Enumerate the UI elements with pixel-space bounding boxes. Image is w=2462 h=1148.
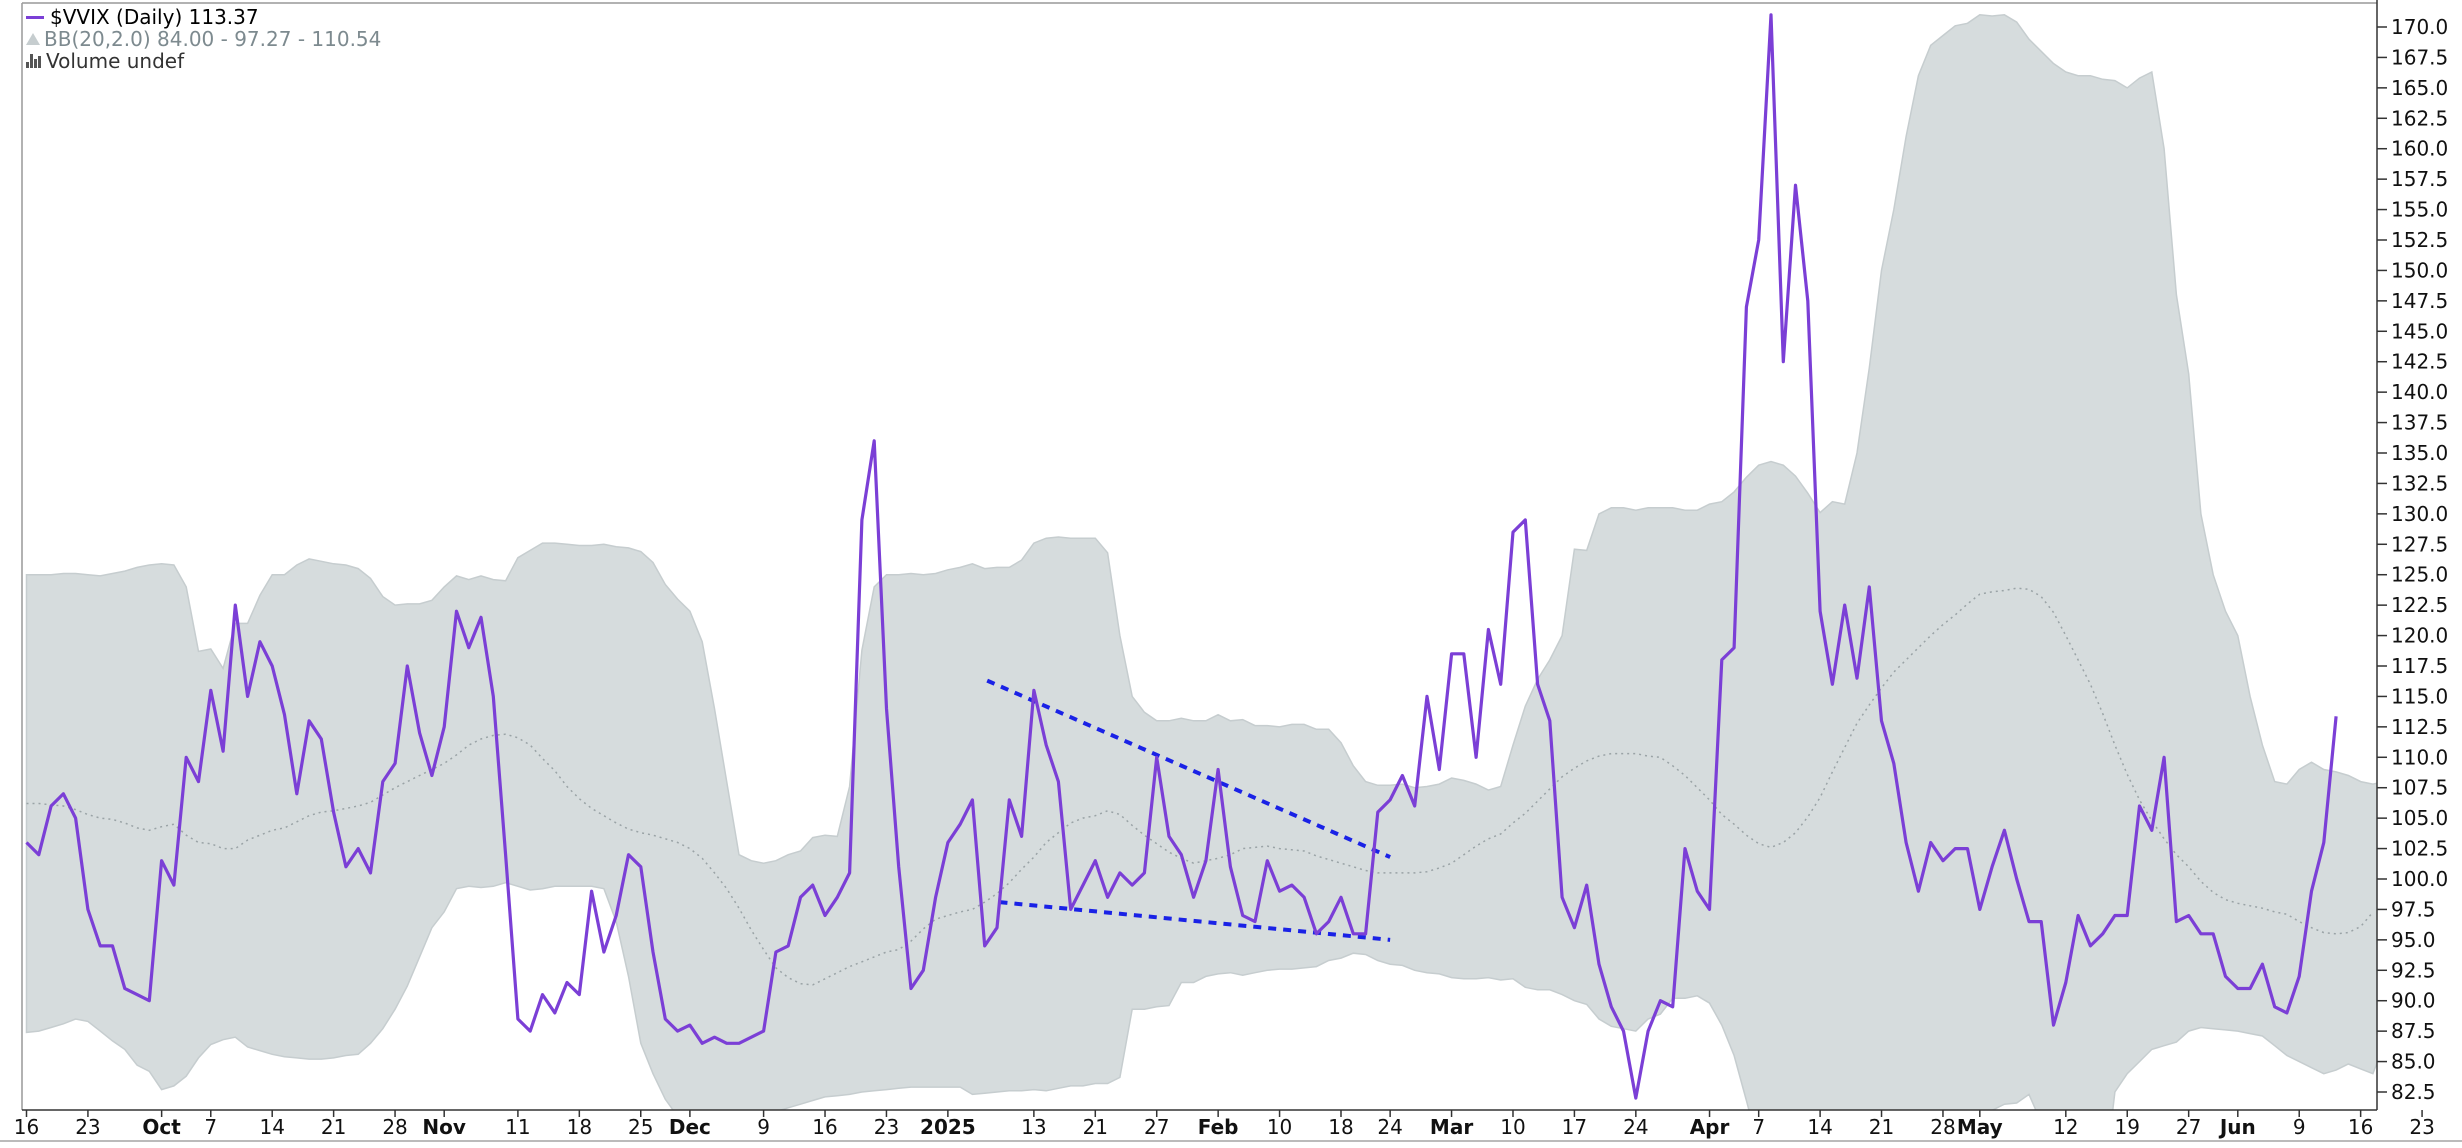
x-tick-label: 2025	[920, 1115, 976, 1139]
x-tick-label: Mar	[1430, 1115, 1473, 1139]
y-tick-label: 87.5	[2391, 1019, 2436, 1043]
y-tick-label: 112.5	[2391, 715, 2448, 739]
y-tick-label: 152.5	[2391, 228, 2448, 252]
x-tick-label: 23	[75, 1115, 100, 1139]
x-tick-label: 21	[321, 1115, 346, 1139]
x-tick-label: Jun	[2218, 1115, 2256, 1139]
x-tick-label: 9	[2293, 1115, 2306, 1139]
x-tick-label: 23	[874, 1115, 899, 1139]
x-tick-label: 18	[1328, 1115, 1353, 1139]
y-tick-label: 157.5	[2391, 167, 2448, 191]
x-tick-label: 19	[2115, 1115, 2140, 1139]
x-tick-label: 9	[757, 1115, 770, 1139]
y-tick-label: 97.5	[2391, 897, 2436, 921]
y-tick-label: 142.5	[2391, 350, 2448, 374]
y-tick-label: 137.5	[2391, 411, 2448, 435]
x-tick-label: 18	[567, 1115, 592, 1139]
y-tick-label: 162.5	[2391, 106, 2448, 130]
legend-item-bb: BB(20,2.0) 84.00 - 97.27 - 110.54	[26, 28, 381, 50]
legend-bb-label: BB(20,2.0) 84.00 - 97.27 - 110.54	[44, 28, 381, 50]
x-tick-label: 7	[204, 1115, 217, 1139]
y-tick-label: 165.0	[2391, 76, 2448, 100]
x-tick-label: 24	[1377, 1115, 1402, 1139]
y-tick-label: 107.5	[2391, 776, 2448, 800]
x-tick-label: 10	[1500, 1115, 1525, 1139]
bollinger-band-area	[27, 15, 2462, 1144]
y-tick-label: 130.0	[2391, 502, 2448, 526]
y-tick-label: 90.0	[2391, 989, 2436, 1013]
x-tick-label: Dec	[669, 1115, 711, 1139]
y-tick-label: 117.5	[2391, 654, 2448, 678]
volume-bars-icon	[26, 54, 42, 68]
y-tick-label: 132.5	[2391, 471, 2448, 495]
x-tick-label: 16	[812, 1115, 837, 1139]
y-tick-label: 105.0	[2391, 806, 2448, 830]
y-tick-label: 120.0	[2391, 624, 2448, 648]
x-tick-label: 13	[1021, 1115, 1046, 1139]
y-tick-label: 122.5	[2391, 593, 2448, 617]
x-tick-label: 27	[2176, 1115, 2201, 1139]
y-tick-label: 147.5	[2391, 289, 2448, 313]
chart-legend: $VVIX (Daily) 113.37 BB(20,2.0) 84.00 - …	[26, 6, 381, 72]
bollinger-band-layer	[27, 15, 2462, 1144]
x-tick-label: 11	[505, 1115, 530, 1139]
x-tick-label: May	[1957, 1115, 2003, 1139]
x-tick-label: 16	[2348, 1115, 2373, 1139]
x-tick-label: Apr	[1690, 1115, 1730, 1139]
y-tick-label: 160.0	[2391, 137, 2448, 161]
y-tick-label: 140.0	[2391, 380, 2448, 404]
x-tick-label: 7	[1752, 1115, 1765, 1139]
x-tick-label: 25	[628, 1115, 653, 1139]
x-tick-label: 21	[1083, 1115, 1108, 1139]
y-tick-label: 125.0	[2391, 563, 2448, 587]
y-tick-label: 135.0	[2391, 441, 2448, 465]
y-tick-label: 82.5	[2391, 1080, 2436, 1104]
y-tick-label: 85.0	[2391, 1050, 2436, 1074]
x-tick-label: 12	[2053, 1115, 2078, 1139]
y-tick-label: 170.0	[2391, 15, 2448, 39]
x-tick-label: 21	[1869, 1115, 1894, 1139]
y-tick-label: 145.0	[2391, 319, 2448, 343]
y-axis: 82.5 85.0 87.5 90.0 92.5 95.0 97.5 100.0 102.5 10…	[2377, 15, 2448, 1104]
y-tick-label: 167.5	[2391, 45, 2448, 69]
y-tick-label: 110.0	[2391, 745, 2448, 769]
y-tick-label: 92.5	[2391, 958, 2436, 982]
y-tick-label: 102.5	[2391, 837, 2448, 861]
legend-price-label: $VVIX (Daily) 113.37	[50, 6, 259, 28]
x-tick-label: 23	[2409, 1115, 2434, 1139]
legend-volume-label: Volume undef	[46, 50, 184, 72]
x-tick-label: 10	[1267, 1115, 1292, 1139]
x-tick-label: 28	[1930, 1115, 1955, 1139]
y-tick-label: 127.5	[2391, 532, 2448, 556]
price-line-swatch-icon	[26, 16, 44, 19]
x-tick-label: Oct	[142, 1115, 181, 1139]
y-tick-label: 150.0	[2391, 258, 2448, 282]
x-tick-label: 14	[259, 1115, 284, 1139]
area-swatch-icon	[26, 33, 40, 45]
x-tick-label: 24	[1623, 1115, 1648, 1139]
x-tick-label: 16	[14, 1115, 39, 1139]
y-tick-label: 95.0	[2391, 928, 2436, 952]
x-tick-label: Feb	[1198, 1115, 1239, 1139]
x-axis: 16 23 Oct 7 14 21 28 Nov 11 18 25 Dec 9 16 23 2025 13 21 2…	[14, 1110, 2435, 1139]
y-tick-label: 115.0	[2391, 684, 2448, 708]
legend-item-price: $VVIX (Daily) 113.37	[26, 6, 381, 28]
x-tick-label: Nov	[422, 1115, 466, 1139]
y-tick-label: 155.0	[2391, 198, 2448, 222]
x-tick-label: 17	[1562, 1115, 1587, 1139]
x-tick-label: 28	[382, 1115, 407, 1139]
y-tick-label: 100.0	[2391, 867, 2448, 891]
legend-item-volume: Volume undef	[26, 50, 381, 72]
x-tick-label: 27	[1144, 1115, 1169, 1139]
x-tick-label: 14	[1807, 1115, 1832, 1139]
